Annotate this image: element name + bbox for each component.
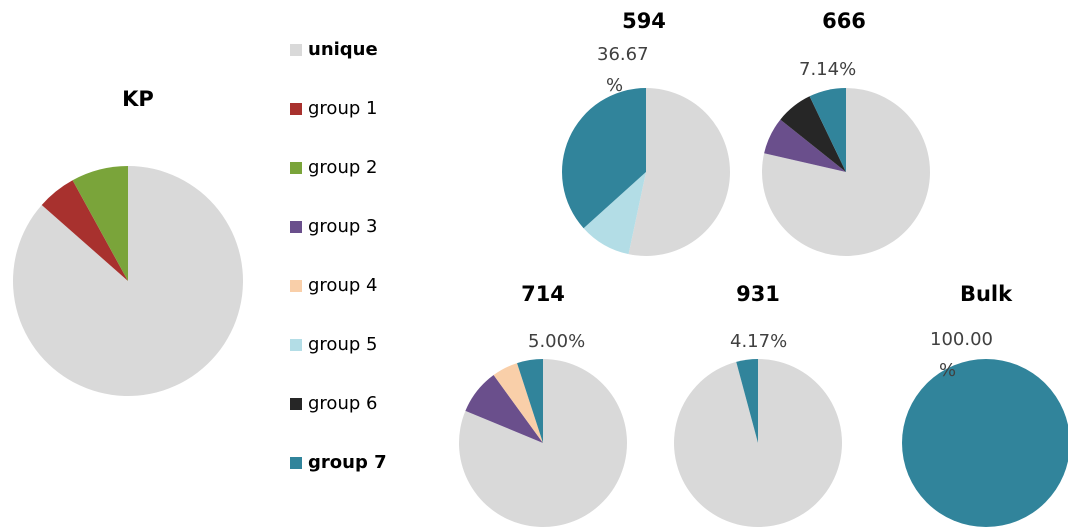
pie-title: KP — [122, 87, 154, 111]
legend-swatch — [290, 44, 302, 56]
data-label: 5.00% — [528, 331, 585, 352]
pie-title: 666 — [822, 9, 866, 33]
data-label: 4.17% — [730, 331, 787, 352]
legend-swatch — [290, 103, 302, 115]
pie-slice — [809, 88, 846, 172]
pie-slice — [517, 359, 543, 443]
pie-title: 714 — [521, 282, 565, 306]
data-label: 7.14% — [799, 59, 856, 80]
pie-slice — [72, 166, 128, 281]
legend-label: group 1 — [308, 98, 377, 119]
pie-slice — [493, 363, 543, 443]
legend-swatch — [290, 221, 302, 233]
legend-swatch — [290, 280, 302, 292]
legend-label: group 3 — [308, 216, 377, 237]
pie-title: Bulk — [960, 282, 1013, 306]
legend-label: group 4 — [308, 275, 377, 296]
legend-label: unique — [308, 39, 378, 60]
legend-swatch — [290, 162, 302, 174]
data-label: 36.67% — [597, 44, 649, 96]
legend-label: group 6 — [308, 393, 377, 414]
pie-slice — [583, 172, 646, 255]
pie-slice — [780, 96, 846, 172]
legend-label: group 2 — [308, 157, 377, 178]
pie-slice — [41, 180, 128, 281]
pie-slice — [736, 359, 758, 443]
legend-swatch — [290, 339, 302, 351]
pie-slice — [674, 359, 843, 527]
legend-swatch — [290, 457, 302, 469]
pie-slice — [902, 359, 1068, 527]
pie-title: 594 — [622, 9, 666, 33]
pie-slice — [465, 375, 543, 443]
legend-swatch — [290, 398, 302, 410]
pie-slice — [628, 88, 731, 257]
legend-label: group 7 — [308, 452, 387, 473]
pie-title: 931 — [736, 282, 780, 306]
data-label: 100.00% — [930, 329, 993, 381]
pie-slice — [764, 119, 846, 172]
pie-slice — [562, 88, 646, 229]
legend-label: group 5 — [308, 334, 377, 355]
